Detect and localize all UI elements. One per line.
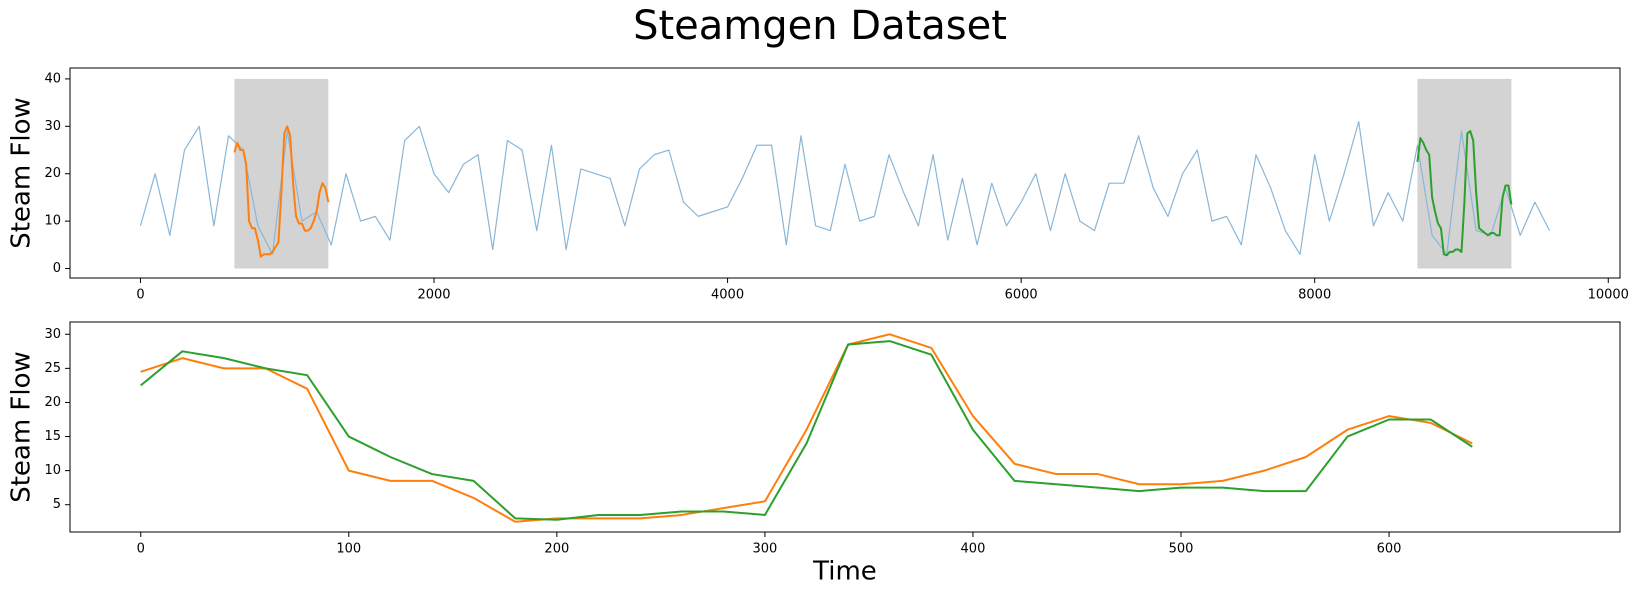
y-axis-label: Steam Flow — [7, 97, 37, 249]
axes-frame — [69, 321, 1621, 533]
y-tick-label: 40 — [44, 71, 61, 86]
x-tick-label: 100 — [336, 542, 361, 557]
y-tick-label: 5 — [53, 497, 61, 512]
highlight-span — [1417, 78, 1512, 269]
data-line — [233, 125, 330, 258]
y-axis-label: Steam Flow — [7, 351, 37, 503]
x-tick-label: 600 — [1377, 542, 1402, 557]
y-tick-label: 10 — [44, 214, 61, 229]
y-tick-label: 30 — [44, 119, 61, 134]
y-tick-label: 20 — [44, 395, 61, 410]
x-tick-label: 2000 — [417, 288, 450, 303]
y-tick-label: 15 — [44, 429, 61, 444]
x-tick-label: 6000 — [1005, 288, 1038, 303]
y-tick-label: 30 — [44, 327, 61, 342]
x-axis-label: Time — [812, 557, 877, 587]
x-tick-label: 500 — [1169, 542, 1194, 557]
x-tick-label: 4000 — [711, 288, 744, 303]
axes-frame — [69, 67, 1621, 279]
data-line — [1416, 130, 1513, 257]
y-tick-label: 25 — [44, 361, 61, 376]
x-tick-label: 10000 — [1588, 288, 1629, 303]
x-tick-label: 300 — [752, 542, 777, 557]
data-line — [140, 333, 1473, 523]
data-line — [139, 120, 1551, 255]
y-tick-label: 0 — [53, 261, 61, 276]
x-tick-label: 0 — [137, 542, 145, 557]
y-tick-label: 10 — [44, 463, 61, 478]
x-tick-label: 400 — [961, 542, 986, 557]
x-tick-label: 200 — [544, 542, 569, 557]
x-tick-label: 0 — [136, 288, 144, 303]
data-line — [140, 340, 1473, 521]
figure-title: Steamgen Dataset — [633, 3, 1007, 49]
y-tick-label: 20 — [44, 166, 61, 181]
x-tick-label: 8000 — [1298, 288, 1331, 303]
